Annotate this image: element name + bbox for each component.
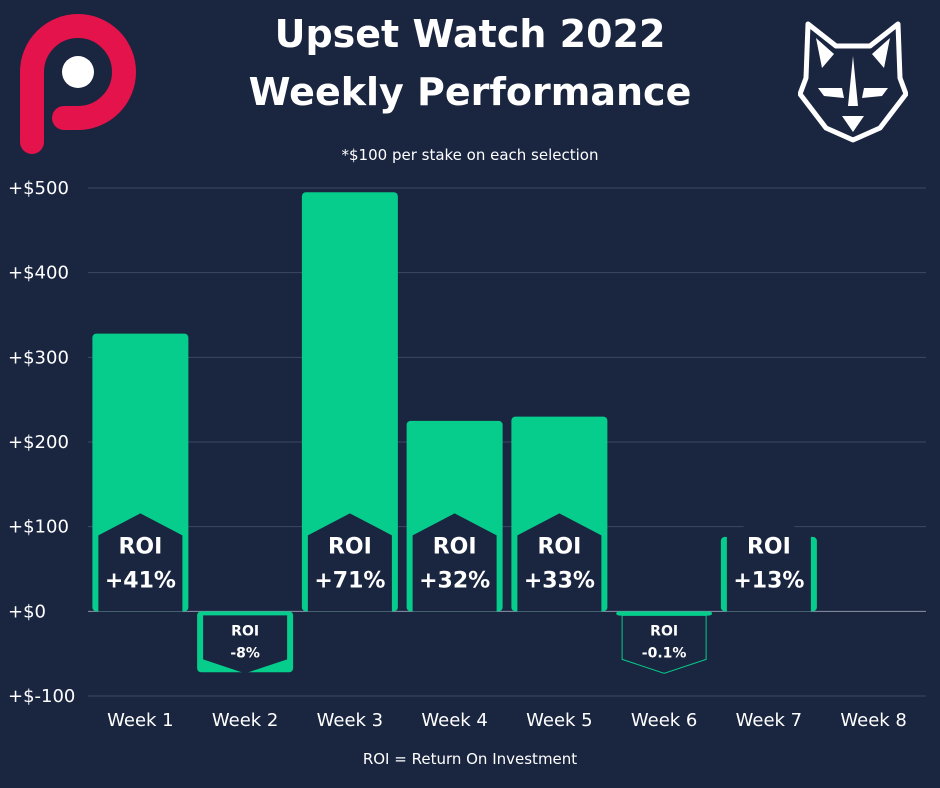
x-tick-label: Week 7: [736, 710, 803, 731]
roi-badge-4: ROI +32%: [412, 513, 497, 612]
roi-label-prefix: ROI: [231, 623, 259, 639]
roi-label-prefix: ROI: [747, 534, 791, 559]
roi-label-value: +41%: [105, 568, 176, 593]
bar-3: [301, 192, 398, 612]
roi-label-value: +32%: [419, 568, 490, 593]
y-tick-label: +$0: [8, 601, 46, 622]
roi-badge-3: ROI +71%: [307, 513, 392, 612]
roi-badge-shape: [726, 513, 811, 612]
roi-label-value: -0.1%: [642, 645, 687, 661]
roi-badge-shape: [203, 615, 288, 674]
roi-badge-2: ROI -8%: [203, 615, 288, 674]
roi-label-prefix: ROI: [650, 623, 678, 639]
roi-badge-shape: [307, 513, 392, 612]
x-tick-label: Week 1: [107, 710, 174, 731]
roi-label-prefix: ROI: [433, 534, 477, 559]
y-tick-label: +$-100: [8, 686, 75, 707]
roi-definition-note: ROI = Return On Investment: [362, 750, 578, 768]
roi-badge-6: ROI -0.1%: [621, 614, 707, 674]
roi-label-prefix: ROI: [118, 534, 162, 559]
y-tick-label: +$500: [8, 178, 69, 199]
chart-subtitle: *$100 per stake on each selection: [341, 146, 599, 164]
roi-badge-5: ROI +33%: [517, 513, 602, 612]
x-tick-label: Week 8: [840, 710, 907, 731]
x-tick-label: Week 4: [421, 710, 488, 731]
roi-badge-shape: [98, 513, 183, 612]
roi-label-prefix: ROI: [537, 534, 581, 559]
wolf-head-logo-icon: [798, 21, 908, 143]
roi-badge-shape: [621, 614, 707, 674]
x-tick-label: Week 2: [212, 710, 279, 731]
y-tick-label: +$300: [8, 347, 69, 368]
roi-badge-shape: [412, 513, 497, 612]
roi-label-value: +13%: [733, 568, 804, 593]
y-tick-label: +$400: [8, 263, 69, 284]
y-tick-label: +$200: [8, 432, 69, 453]
roi-badge-shape: [517, 513, 602, 612]
chart-title-line-2: Weekly Performance: [248, 70, 692, 114]
roi-label-value: +71%: [314, 568, 385, 593]
x-tick-label: Week 5: [526, 710, 593, 731]
roi-label-prefix: ROI: [328, 534, 372, 559]
roi-label-value: +33%: [524, 568, 595, 593]
chart-title-line-1: Upset Watch 2022: [274, 12, 666, 56]
bar-6: [616, 611, 713, 616]
roi-label-value: -8%: [230, 645, 260, 661]
y-tick-label: +$100: [8, 517, 69, 538]
x-tick-label: Week 6: [631, 710, 698, 731]
roi-badge-1: ROI +41%: [98, 513, 183, 612]
roi-badge-7: ROI +13%: [726, 513, 811, 612]
p-brand-logo-icon: [20, 14, 136, 154]
x-tick-label: Week 3: [317, 710, 384, 731]
